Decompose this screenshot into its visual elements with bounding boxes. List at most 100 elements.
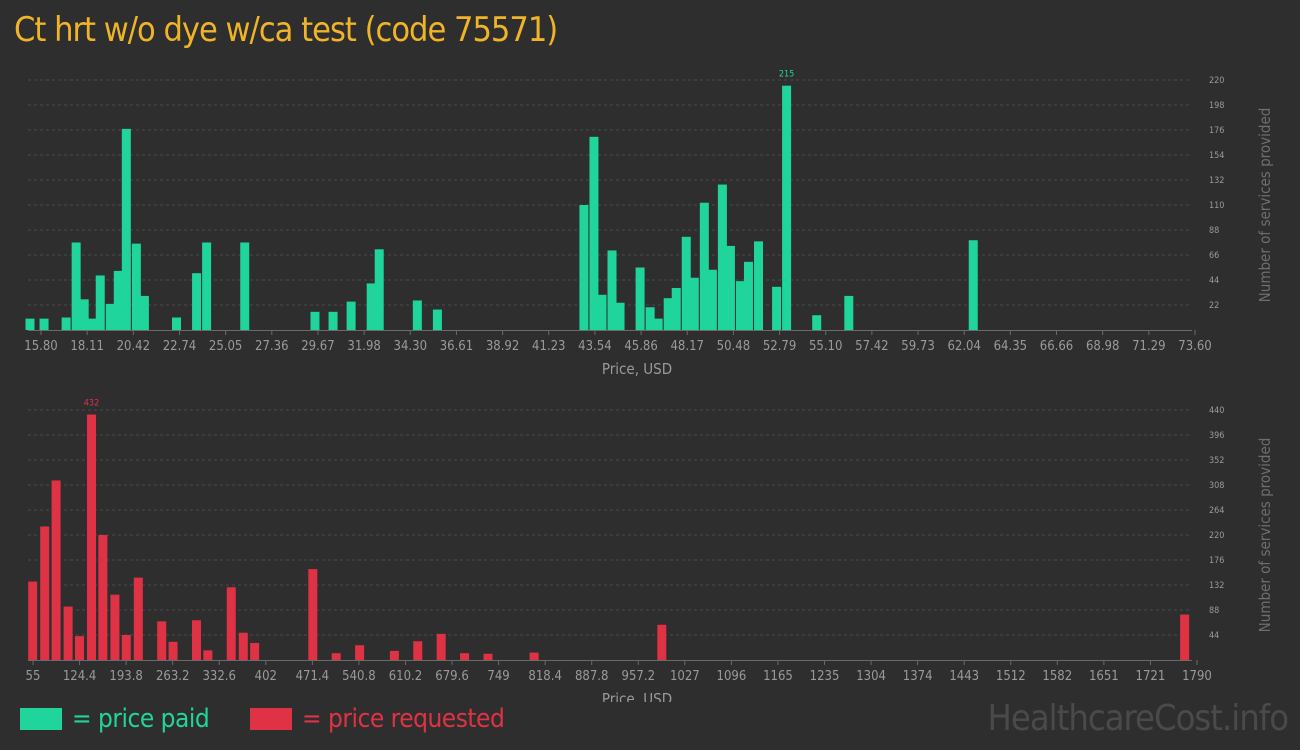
legend-paid-swatch [20, 708, 62, 730]
y-tick-label: 220 [1209, 531, 1224, 541]
bar [699, 202, 709, 330]
bar [71, 242, 81, 330]
peak-value-label: 215 [779, 70, 794, 80]
x-tick-label: 22.74 [163, 339, 196, 354]
x-tick-label: 1165 [763, 669, 793, 684]
bar [110, 594, 120, 660]
x-tick-label: 1721 [1136, 669, 1166, 684]
y-tick-label: 440 [1209, 406, 1224, 416]
bar [113, 270, 123, 330]
bar [366, 283, 376, 330]
bar [657, 624, 667, 660]
x-tick-label: 29.67 [301, 339, 334, 354]
bar [597, 294, 607, 330]
bar [645, 307, 655, 330]
bar [355, 645, 365, 660]
bar [121, 128, 131, 330]
bar [844, 295, 854, 330]
x-tick-label: 1304 [856, 669, 886, 684]
x-tick-label: 41.23 [532, 339, 565, 354]
x-axis-title: Price, USD [602, 690, 672, 702]
x-tick-label: 20.42 [117, 339, 150, 354]
x-tick-label: 25.05 [209, 339, 242, 354]
price-requested-histogram: 44 88 132 176 220 264 308 352 396 440 432 55 124.4 19… [26, 399, 1274, 702]
y-tick-label: 220 [1209, 76, 1224, 86]
x-tick-label: 55 [26, 669, 41, 684]
bar [51, 480, 61, 660]
legend-requested-label: = price requested [302, 704, 505, 734]
y-tick-label: 88 [1209, 606, 1219, 616]
peak-value-label: 432 [84, 399, 99, 409]
bar [87, 414, 97, 660]
bar [413, 641, 423, 660]
bar [308, 569, 318, 660]
x-tick-label: 66.66 [1040, 339, 1073, 354]
bar [689, 277, 699, 330]
y-axis-title: Number of services provided [1256, 108, 1274, 303]
bar [105, 303, 115, 330]
bar [202, 242, 212, 330]
bar [191, 620, 201, 660]
y-tick-label: 396 [1209, 431, 1224, 441]
x-tick-label: 1096 [717, 669, 747, 684]
bar [157, 621, 167, 660]
x-tick-label: 48.17 [670, 339, 703, 354]
bar [61, 317, 71, 330]
bar [63, 606, 73, 660]
bar [133, 577, 143, 660]
x-tick-label: 957.2 [622, 669, 655, 684]
bar [707, 269, 717, 330]
bar [238, 632, 248, 660]
bar [529, 652, 539, 660]
bar [139, 295, 149, 330]
y-tick-label: 176 [1209, 556, 1224, 566]
bar [483, 653, 493, 660]
x-tick-label: 15.80 [24, 339, 57, 354]
bar [754, 241, 764, 330]
bar [812, 315, 822, 330]
bar [968, 240, 978, 330]
x-tick-label: 68.98 [1086, 339, 1119, 354]
bar [172, 317, 182, 330]
x-tick-label: 1651 [1089, 669, 1119, 684]
x-tick-label: 36.61 [440, 339, 473, 354]
x-tick-label: 62.04 [947, 339, 980, 354]
x-tick-label: 610.2 [389, 669, 422, 684]
bar [653, 318, 663, 330]
x-tick-label: 1512 [996, 669, 1026, 684]
bar [389, 650, 399, 660]
bar [121, 635, 131, 660]
bar [192, 273, 202, 330]
x-tick-label: 540.8 [342, 669, 375, 684]
x-tick-label: 1374 [903, 669, 933, 684]
x-tick-label: 1443 [949, 669, 979, 684]
y-tick-label: 264 [1209, 506, 1224, 516]
x-tick-label: 38.92 [486, 339, 519, 354]
y-tick-label: 352 [1209, 456, 1224, 466]
legend-paid-label: = price paid [72, 704, 210, 734]
x-tick-label: 679.6 [435, 669, 468, 684]
x-tick-label: 471.4 [296, 669, 329, 684]
bar [782, 85, 792, 330]
y-tick-label: 198 [1209, 101, 1224, 111]
legend-price-requested: = price requested [250, 703, 505, 735]
x-tick-label: 73.60 [1178, 339, 1211, 354]
y-tick-label: 154 [1209, 151, 1224, 161]
x-tick-label: 1027 [670, 669, 700, 684]
x-tick-label: 59.73 [901, 339, 934, 354]
bar [681, 236, 691, 330]
y-tick-label: 44 [1209, 631, 1219, 641]
bar [95, 275, 105, 330]
price-paid-histogram: 22 44 66 88 110 132 154 176 198 220 215 15.80 18.11 2… [24, 70, 1274, 378]
bar [743, 261, 753, 330]
y-tick-label: 44 [1209, 276, 1219, 286]
y-tick-label: 110 [1209, 201, 1224, 211]
bar [735, 281, 745, 330]
bar [240, 242, 250, 330]
bar [635, 267, 645, 330]
x-tick-label: 55.10 [809, 339, 842, 354]
x-tick-label: 18.11 [70, 339, 103, 354]
x-tick-label: 45.86 [624, 339, 657, 354]
bar [98, 535, 108, 660]
site-watermark: HealthcareCost.info [987, 698, 1289, 739]
